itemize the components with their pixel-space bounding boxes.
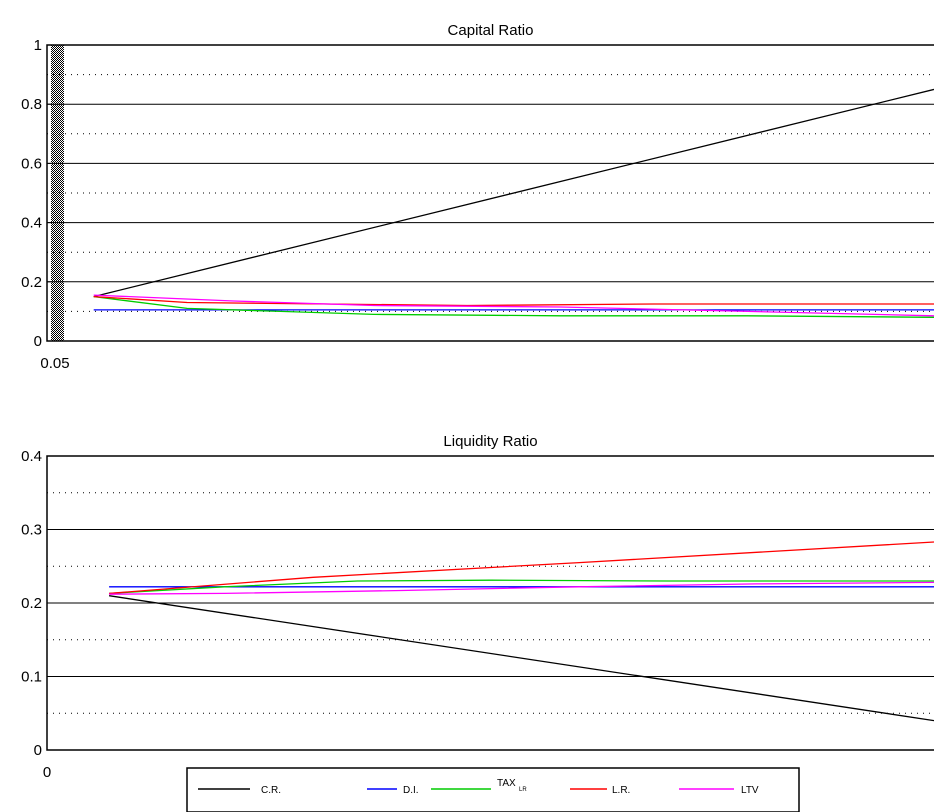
x-tick-label: 0: [43, 764, 51, 781]
y-tick-label: 0.1: [21, 669, 42, 686]
x-tick-label: 0.05: [40, 355, 69, 372]
y-tick-label: 0.4: [21, 448, 42, 465]
series-line-ltv: [93, 294, 934, 317]
series-line-l-r: [93, 295, 934, 307]
series-line-c-r: [93, 88, 934, 298]
axes-frame: [46, 44, 934, 342]
series-line-tax-lr: [93, 295, 934, 318]
chart-title: Liquidity Ratio: [443, 433, 537, 450]
y-tick-label: 0.4: [21, 215, 42, 232]
chart-title: Capital Ratio: [448, 22, 534, 39]
y-tick-label: 1: [34, 37, 42, 54]
legend-label: LTV: [741, 785, 759, 796]
hatched-band: [51, 45, 64, 341]
y-tick-label: 0.3: [21, 522, 42, 539]
legend-label: L.R.: [612, 785, 630, 796]
legend-label: D.I.: [403, 785, 419, 796]
y-tick-label: 0.2: [21, 595, 42, 612]
legend-label-subscript: LR: [519, 787, 527, 793]
y-tick-label: 0.2: [21, 274, 42, 291]
legend-label: C.R.: [261, 785, 281, 796]
series-line-ltv: [109, 581, 934, 595]
series-line-c-r: [109, 595, 934, 722]
series-line-tax-lr: [109, 579, 934, 595]
capital-ratio-chart: Capital Ratio 0 0.2 0.4 0.6 0.8 1 0.05: [21, 22, 934, 372]
legend-box: [186, 767, 800, 812]
y-tick-label: 0: [34, 742, 42, 759]
series-line-l-r: [109, 541, 934, 595]
legend-label: TAX: [497, 778, 516, 789]
liquidity-ratio-chart: Liquidity Ratio 0 0.1 0.2 0.3 0.4 0: [21, 433, 934, 781]
y-tick-label: 0.8: [21, 96, 42, 113]
y-tick-label: 0: [34, 333, 42, 350]
y-tick-label: 0.6: [21, 155, 42, 172]
